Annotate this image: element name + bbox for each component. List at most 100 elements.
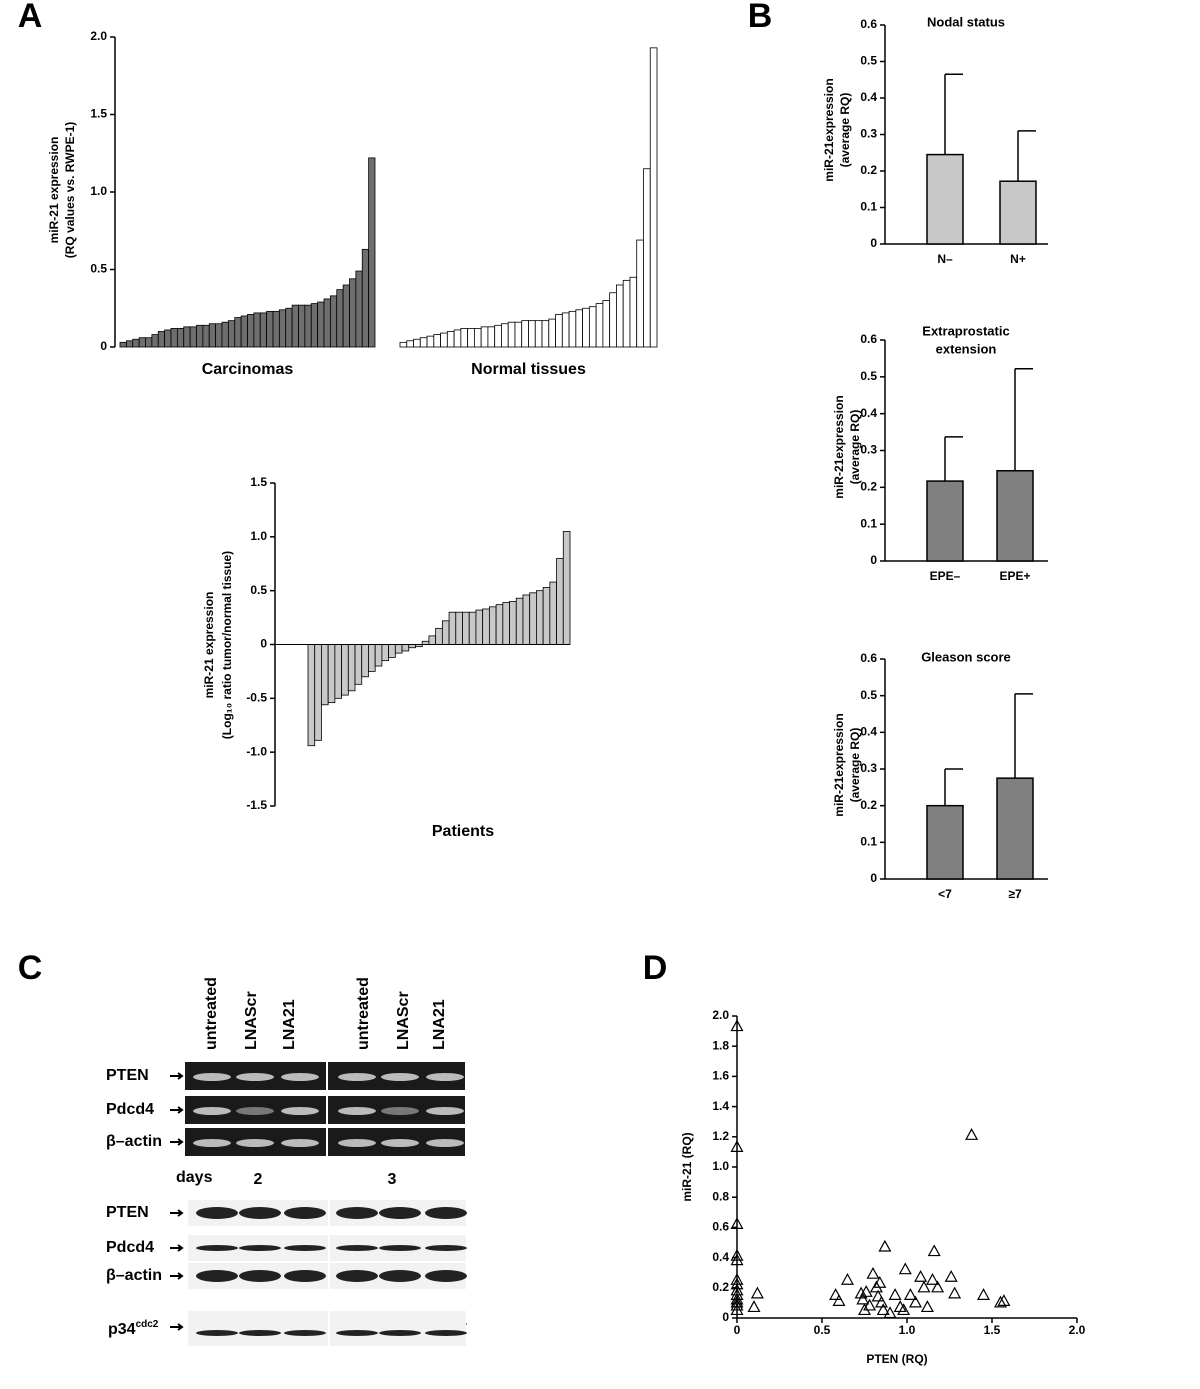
y-axis-label: miR-21 expression <box>47 137 61 244</box>
gel-band <box>381 1107 419 1115</box>
bar <box>227 320 236 348</box>
lane-label: LNAScr <box>395 991 412 1050</box>
gel-band <box>236 1139 274 1147</box>
gel-band <box>426 1139 464 1147</box>
bar <box>515 597 524 645</box>
gel-band <box>193 1139 231 1147</box>
point <box>925 1273 940 1285</box>
point <box>898 1262 912 1275</box>
blot-band <box>284 1270 326 1282</box>
bar <box>595 303 604 348</box>
bar <box>151 334 159 348</box>
bar <box>462 611 470 645</box>
bar <box>473 327 482 348</box>
x-tick-label: N– <box>937 252 953 266</box>
x-tick-label: 2.0 <box>1069 1323 1086 1337</box>
row-label: PTEN <box>106 1204 149 1221</box>
bar <box>394 644 403 654</box>
y-tick-label: 0.4 <box>860 725 877 739</box>
chart-title: Nodal status <box>927 14 1005 29</box>
blot-band <box>336 1270 378 1282</box>
blot-band <box>196 1245 238 1251</box>
bar <box>321 644 329 706</box>
bar <box>164 329 172 348</box>
bar <box>259 312 268 348</box>
bar <box>196 324 204 348</box>
bar <box>514 321 523 348</box>
point <box>730 1298 744 1311</box>
point <box>840 1273 855 1285</box>
bar <box>996 777 1034 880</box>
point <box>948 1286 962 1299</box>
blot-band <box>284 1245 326 1251</box>
day: 2 <box>254 1171 263 1188</box>
y-tick-label: 0.4 <box>860 90 877 104</box>
y-axis-label: miR-21expression <box>822 78 836 181</box>
point <box>965 1128 979 1140</box>
bar <box>495 604 504 645</box>
bar <box>125 340 134 348</box>
bar <box>488 606 497 645</box>
bar <box>433 334 441 348</box>
point <box>917 1280 931 1293</box>
bar <box>170 327 178 348</box>
group-label: Normal tissues <box>471 361 586 378</box>
arrow <box>170 1272 184 1280</box>
bar <box>643 168 651 348</box>
bar <box>310 303 319 348</box>
bar <box>487 326 496 348</box>
point <box>878 1239 892 1252</box>
y-axis-label: (average RQ) <box>848 728 862 803</box>
gel-band <box>338 1107 376 1115</box>
y-axis-label: (average RQ) <box>838 93 852 168</box>
point <box>908 1295 923 1308</box>
bar <box>354 644 363 685</box>
y-tick-label: 2.0 <box>712 1008 729 1022</box>
bar <box>529 592 537 645</box>
arrow <box>170 1323 184 1331</box>
x-tick-label: 0.5 <box>814 1323 831 1337</box>
point <box>866 1266 880 1279</box>
point <box>730 1295 744 1308</box>
point <box>897 1303 911 1316</box>
blot-band <box>239 1245 281 1251</box>
bar <box>347 644 356 692</box>
bar <box>996 470 1034 562</box>
bar <box>285 307 293 348</box>
row-label: Pdcd4 <box>106 1239 154 1256</box>
bar <box>926 804 964 880</box>
y-tick-label: -0.5 <box>246 691 267 705</box>
bar <box>426 335 435 348</box>
y-tick-label: 0.3 <box>860 761 877 775</box>
bar <box>399 341 408 348</box>
x-tick-label: ≥7 <box>1008 887 1022 901</box>
bar <box>507 321 516 348</box>
bar <box>368 157 376 348</box>
bar <box>616 284 624 348</box>
group-label: Carcinomas <box>202 361 294 378</box>
gel-band <box>338 1139 376 1147</box>
point <box>730 1217 744 1229</box>
y-tick-label: 0.5 <box>860 688 877 702</box>
bar <box>323 298 331 348</box>
bar <box>157 331 166 348</box>
y-tick-label: 0.6 <box>860 332 877 346</box>
lane-label: untreated <box>355 977 372 1050</box>
bar <box>355 270 363 348</box>
bar <box>556 557 564 645</box>
point <box>730 1253 744 1266</box>
bar <box>528 320 536 348</box>
y-tick-label: 0 <box>260 637 267 651</box>
blot-band <box>239 1270 281 1282</box>
bar <box>145 337 153 348</box>
point <box>863 1298 877 1311</box>
bar <box>329 295 338 348</box>
row-label: β–actin <box>106 1267 162 1284</box>
bar <box>455 611 463 645</box>
gel-band <box>193 1107 231 1115</box>
point <box>993 1295 1008 1308</box>
point <box>730 1248 744 1261</box>
y-tick-label: 0.2 <box>860 163 877 177</box>
point <box>856 1292 870 1305</box>
